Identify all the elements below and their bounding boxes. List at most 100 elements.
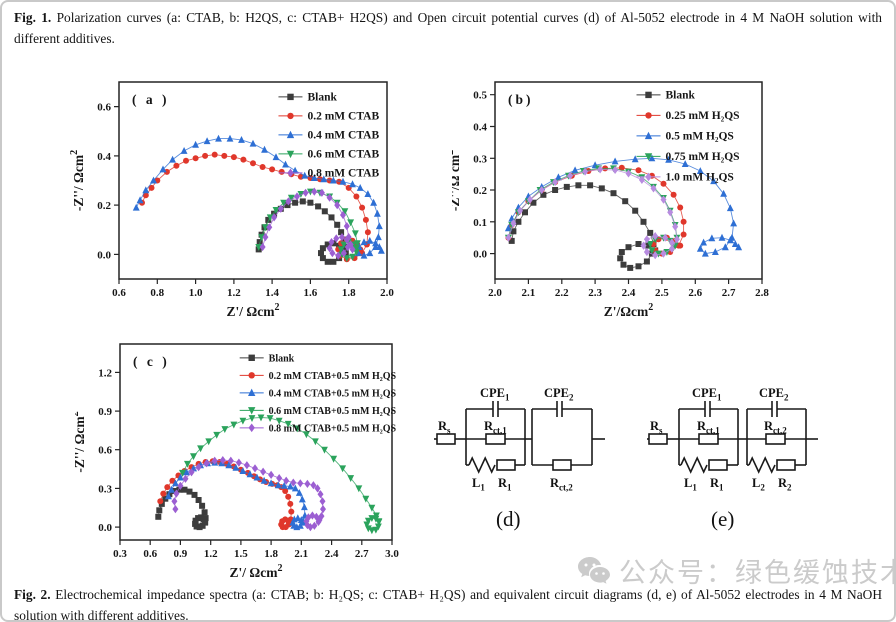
nyquist-plot-a: 0.6 0.8 1.0 1.2 1.4 1.6 1.8 2.0 0.0 0.2 0.4 0.6 Z'/ … [69,81,394,319]
svg-text:2.5: 2.5 [655,287,669,299]
svg-text:0.0: 0.0 [473,249,487,261]
circuit-d-rct1-label: Rct,1 [484,419,507,436]
circuit-e-l2-label: L2 [752,476,765,493]
nyquist-plot-c-container: 0.3 0.6 0.9 1.2 1.5 1.8 2.1 2.4 2.7 3.0 0.0 0.3 0.6 0… [70,332,420,582]
svg-text:0.0: 0.0 [98,522,112,534]
nyquist-plot-a-container: 0.6 0.8 1.0 1.2 1.4 1.6 1.8 2.0 0.0 0.2 0.4 0.6 Z'/ … [60,62,405,320]
svg-text:0.2 mM CTAB+0.5 mM H₂QS: 0.2 mM CTAB+0.5 mM H₂QS [269,371,397,382]
svg-text:0.5 mM H₂QS: 0.5 mM H₂QS [666,130,734,142]
svg-text:1.2: 1.2 [227,287,241,299]
svg-text:0.6: 0.6 [98,445,112,457]
svg-text:0.6: 0.6 [143,548,157,560]
svg-text:(b): (b) [508,92,534,107]
svg-text:2.0: 2.0 [488,287,502,299]
svg-text:0.9: 0.9 [174,548,188,560]
circuit-e-rct1-label: Rct,1 [697,419,720,436]
figure-2-text: Electrochemical impedance spectra (a: CT… [14,587,883,622]
svg-text:0.8 mM CTAB: 0.8 mM CTAB [307,167,379,179]
svg-text:2.1: 2.1 [522,287,536,299]
svg-text:1.8: 1.8 [342,287,356,299]
svg-text:Blank: Blank [666,89,696,101]
svg-text:0.6: 0.6 [97,102,111,114]
svg-text:2.0: 2.0 [380,287,394,299]
equivalent-circuit-e: Rs CPE1 Rct,1 L1 R1 CPE2 Rct,2 L2 R2 (e) [647,384,827,549]
svg-text:2.7: 2.7 [355,548,369,560]
circuit-d-cpe1-label: CPE1 [480,386,510,403]
svg-text:0.8: 0.8 [150,287,164,299]
figure-1-caption: Fig. 1. Polarization curves (a: CTAB, b:… [14,7,882,50]
axes: 2.0 2.1 2.2 2.3 2.4 2.5 2.6 2.7 2.8 0.0 0.1 0.2 0.3 0… [445,81,769,319]
svg-text:1.8: 1.8 [264,548,278,560]
svg-text:0.3: 0.3 [98,483,112,495]
nyquist-plot-b: 2.0 2.1 2.2 2.3 2.4 2.5 2.6 2.7 2.8 0.0 0.1 0.2 0.3 0… [445,81,769,319]
svg-text:0.25 mM H₂QS: 0.25 mM H₂QS [666,110,740,122]
svg-text:2.8: 2.8 [755,287,769,299]
svg-text:2.4: 2.4 [622,287,636,299]
svg-text:0.6: 0.6 [112,287,126,299]
circuit-d-rct2-label: Rct,2 [550,476,573,493]
svg-text:1.0: 1.0 [189,287,203,299]
svg-text:0.8 mM CTAB+0.5 mM H₂QS: 0.8 mM CTAB+0.5 mM H₂QS [269,423,397,434]
series-Blank [255,198,349,265]
svg-text:1.5: 1.5 [234,548,248,560]
svg-text:0.6 mM CTAB: 0.6 mM CTAB [307,148,379,160]
figure-2-label: Fig. 2. [14,587,51,602]
svg-text:0.2: 0.2 [97,200,111,212]
series-1.0-mM-H-QS [505,165,680,260]
svg-text:0.3: 0.3 [473,153,487,165]
figure-1-text: Polarization curves (a: CTAB, b: H2QS, c… [14,10,882,47]
svg-text:2.7: 2.7 [722,287,736,299]
svg-text:Z'/Ωcm2: Z'/Ωcm2 [604,302,654,319]
circuit-e-drawing [647,401,818,474]
wechat-icon [578,556,610,584]
svg-text:0.1: 0.1 [473,217,487,229]
circuit-e-cpe2-label: CPE2 [759,386,789,403]
nyquist-plot-b-container: 2.0 2.1 2.2 2.3 2.4 2.5 2.6 2.7 2.8 0.0 0.1 0.2 0.3 0… [445,62,797,320]
svg-text:-Z''/Ω cm2: -Z''/Ω cm2 [452,150,462,211]
svg-text:0.6 mM CTAB+0.5 mM H₂QS: 0.6 mM CTAB+0.5 mM H₂QS [269,406,397,417]
svg-text:1.2: 1.2 [204,548,218,560]
svg-text:1.0 mM H₂QS: 1.0 mM H₂QS [666,171,734,183]
svg-text:0.3: 0.3 [113,548,127,560]
series-0.4-mM-CTAB+0.5-mM-H-QS [165,458,309,531]
svg-text:1.4: 1.4 [265,287,279,299]
svg-text:Blank: Blank [269,353,295,364]
svg-text:0.75 mM H₂QS: 0.75 mM H₂QS [666,151,740,163]
equivalent-circuit-d: Rs CPE1 Rct,1 L1 R1 CPE2 Rct,2 (d) [434,384,614,549]
series-Blank [508,182,659,271]
legend: Blank 0.2 mM CTAB+0.5 mM H₂QS 0.4 mM CTAB+… [239,353,397,434]
series-0.25-mM-H-QS [505,164,687,257]
series-0.4-mM-CTAB [132,134,385,259]
svg-text:3.0: 3.0 [385,548,399,560]
svg-text:1.2: 1.2 [98,367,112,379]
figure-1-label: Fig. 1. [14,10,52,25]
svg-text:Z'/ Ωcm2: Z'/ Ωcm2 [227,302,280,319]
svg-text:2.2: 2.2 [555,287,569,299]
svg-text:2.4: 2.4 [325,548,339,560]
circuit-d-rs-label: Rs [438,419,451,436]
svg-text:0.4: 0.4 [473,122,487,134]
axes: 0.6 0.8 1.0 1.2 1.4 1.6 1.8 2.0 0.0 0.2 0.4 0.6 Z'/ … [69,81,394,319]
figure-2-caption: Fig. 2. Electrochemical impedance spectr… [14,584,883,622]
circuit-e-r2-label: R2 [778,476,792,493]
svg-text:Z'/ Ωcm2: Z'/ Ωcm2 [230,563,283,580]
series-0.8-mM-CTAB [259,187,356,260]
circuit-d-caption: (d) [496,507,521,531]
svg-text:Blank: Blank [307,91,337,103]
series-0.6-mM-CTAB+0.5-mM-H-QS [179,414,383,535]
svg-text:2.1: 2.1 [294,548,308,560]
circuit-e-rct2-label: Rct,2 [764,419,787,436]
svg-text:0.9: 0.9 [98,406,112,418]
svg-text:2.3: 2.3 [588,287,602,299]
svg-text:0.4: 0.4 [97,151,111,163]
circuit-d-r1-label: R1 [498,476,512,493]
svg-text:( a ): ( a ) [132,92,170,107]
svg-text:0.5: 0.5 [473,90,487,102]
legend: Blank 0.25 mM H₂QS 0.5 mM H₂QS 0.75 mM H₂QS… [636,89,740,183]
circuit-d-drawing [434,401,605,474]
nyquist-plot-c: 0.3 0.6 0.9 1.2 1.5 1.8 2.1 2.4 2.7 3.0 0.0 0.3 0.6 0… [70,343,399,580]
circuit-e-caption: (e) [711,507,735,531]
axes: 0.3 0.6 0.9 1.2 1.5 1.8 2.1 2.4 2.7 3.0 0.0 0.3 0.6 0… [70,343,399,580]
svg-text:0.4 mM CTAB: 0.4 mM CTAB [307,129,379,141]
circuit-e-cpe1-label: CPE1 [692,386,722,403]
